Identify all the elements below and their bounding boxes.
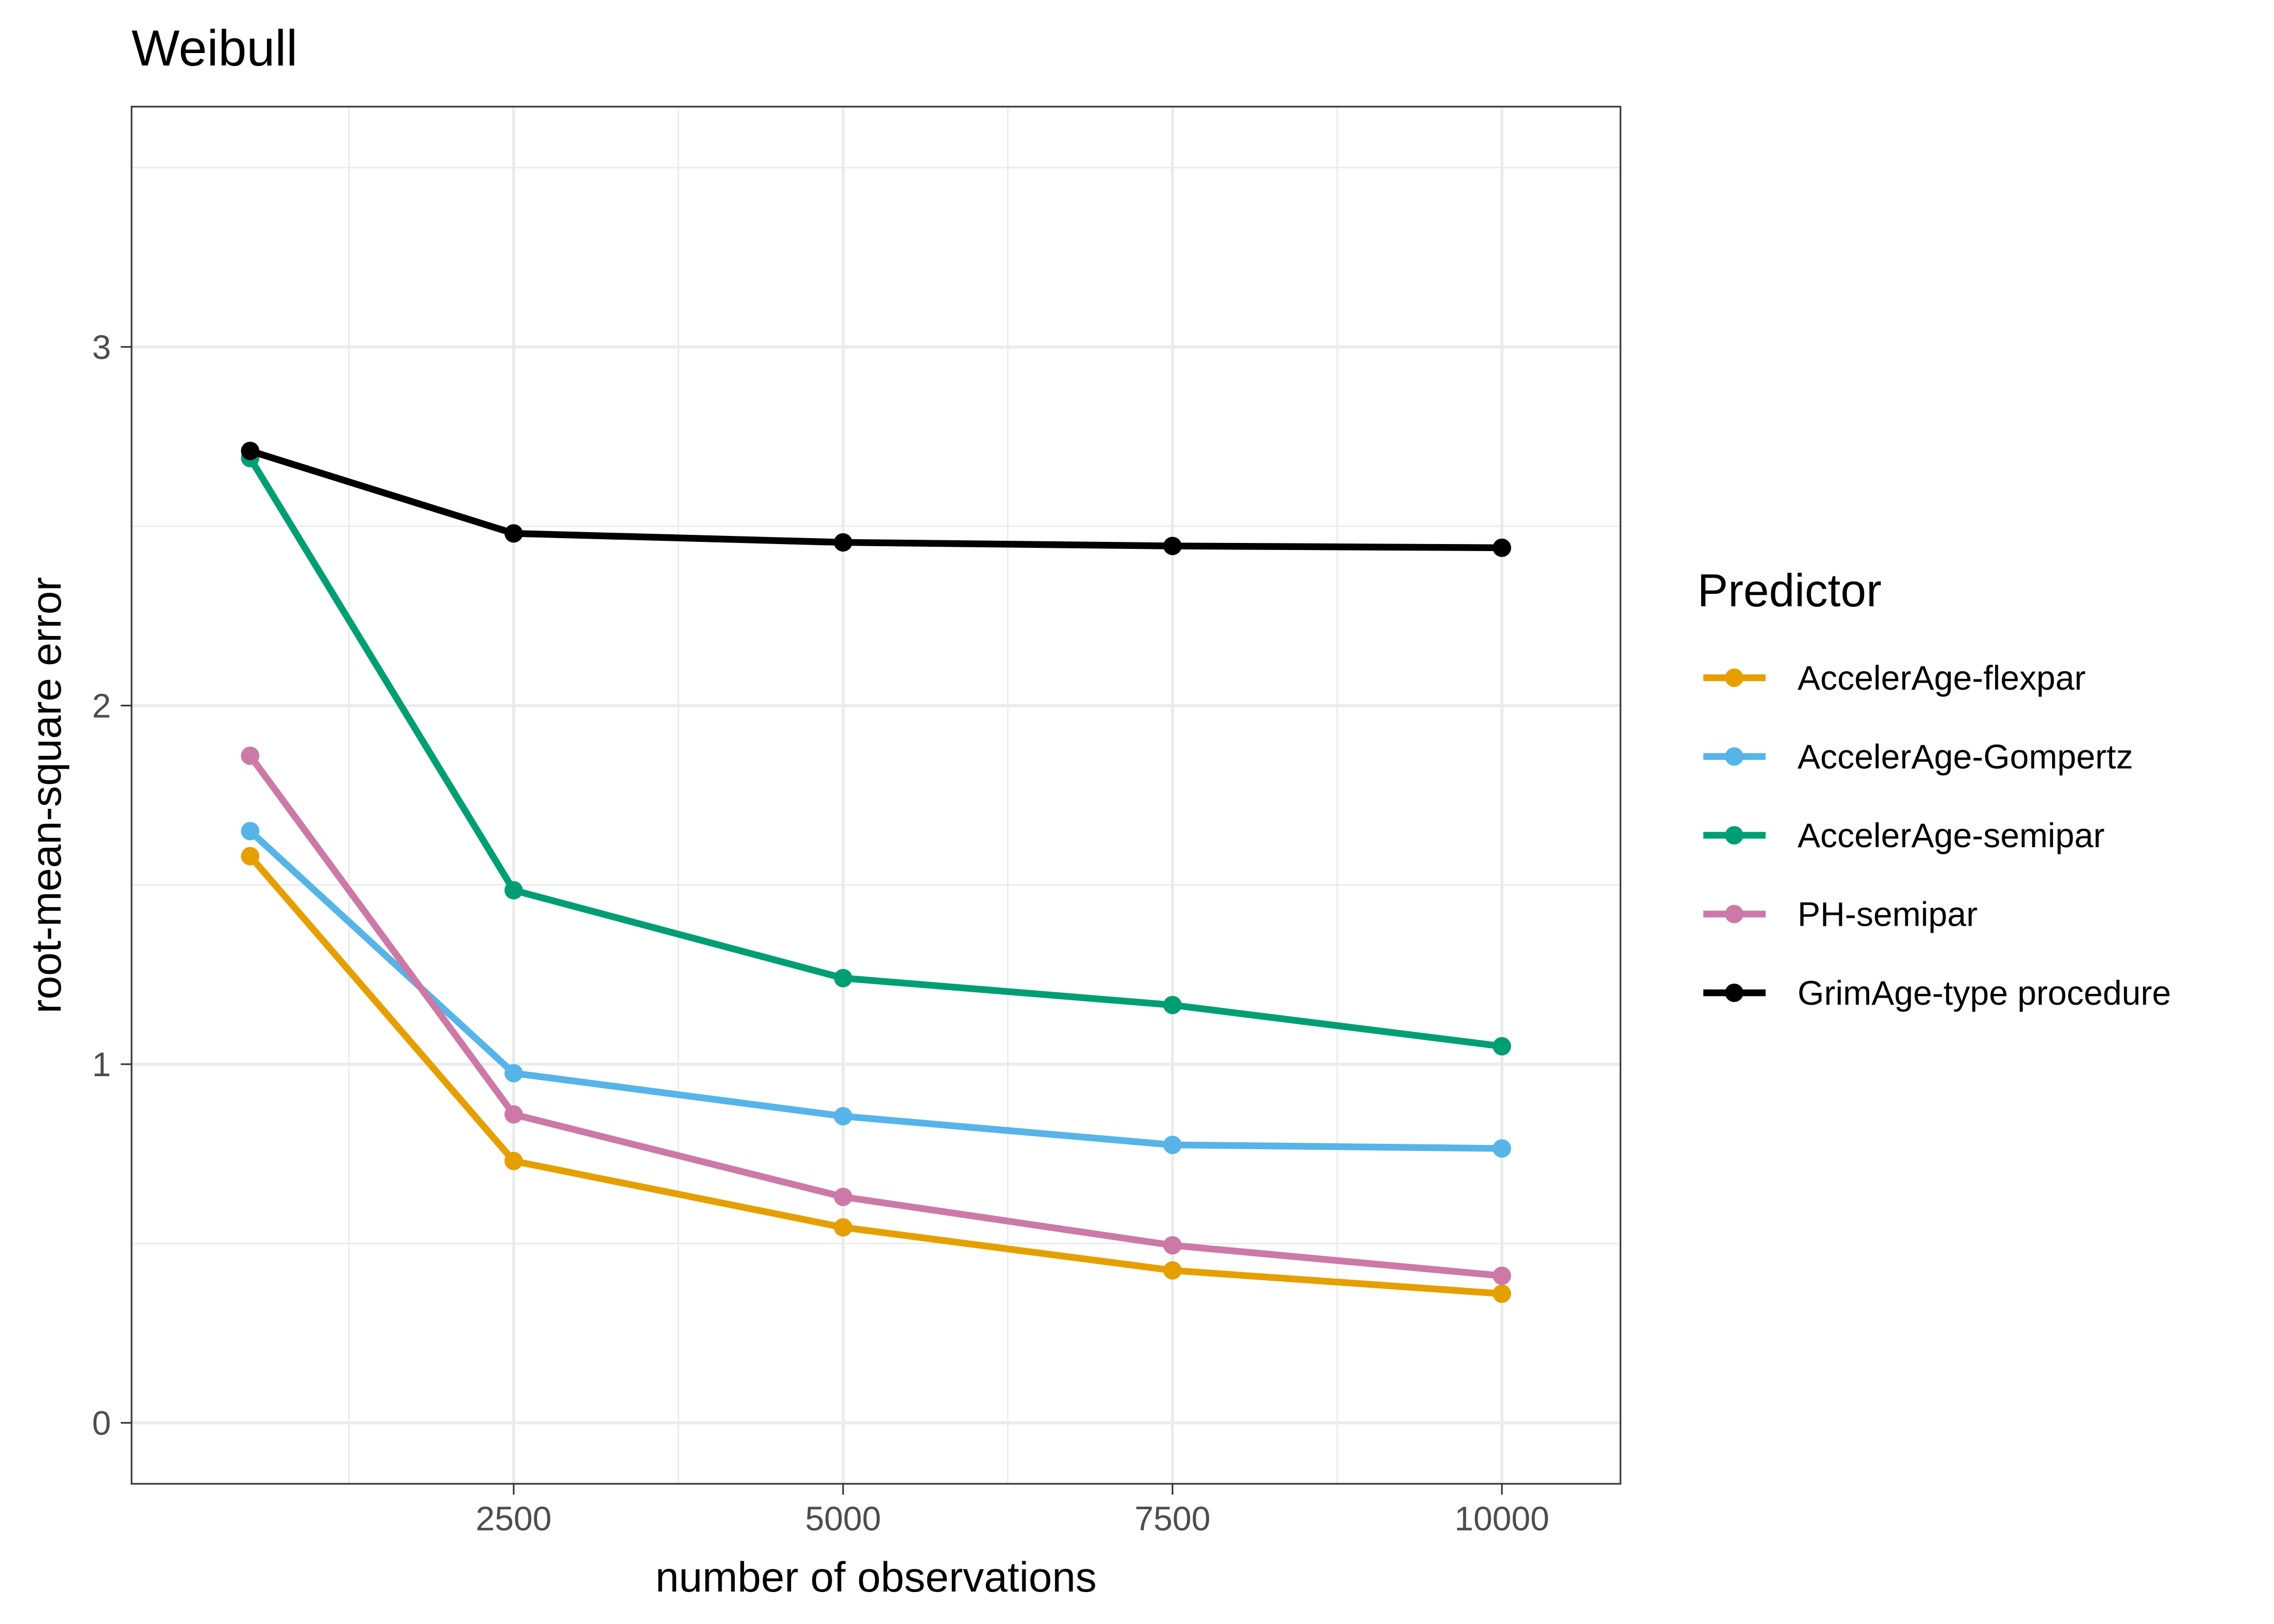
legend-item-0: AccelerAge-flexpar [1703,659,2086,697]
series-3-point-0 [241,746,260,765]
series-line-1 [247,828,1502,1152]
series-0-point-1 [504,1151,523,1170]
series-0-point-0 [241,847,260,866]
series-layer [241,442,1511,1303]
y-tick-label-1: 1 [92,1046,111,1084]
series-1-point-0 [241,822,260,841]
series-3-point-4 [1492,1266,1511,1285]
series-3-point-1 [504,1105,523,1124]
chart-title: Weibull [132,19,298,76]
axes: 2500 5000 7500 10000 0 1 2 3 [92,329,1550,1538]
legend-label-0: AccelerAge-flexpar [1798,659,2086,697]
legend-items: AccelerAge-flexpar AccelerAge-Gompertz Acc… [1703,659,2171,1012]
series-3-point-2 [834,1188,853,1206]
legend-key-point-2 [1725,826,1743,844]
series-0-point-4 [1492,1284,1511,1303]
series-1-point-2 [834,1106,853,1125]
grid [132,107,1620,1484]
series-0-point-3 [1163,1261,1182,1280]
x-tick-label-0: 2500 [476,1500,552,1538]
series-4-point-3 [1163,536,1182,555]
series-line-4 [249,448,1502,552]
y-tick-label-0: 0 [92,1404,111,1442]
series-1-point-3 [1163,1135,1182,1154]
series-1-point-1 [504,1064,523,1083]
legend-label-3: PH-semipar [1798,896,1978,934]
series-2-point-3 [1163,996,1182,1014]
legend-label-1: AccelerAge-Gompertz [1798,738,2133,776]
legend-key-point-3 [1725,905,1743,924]
x-tick-label-2: 7500 [1134,1500,1210,1538]
series-3-point-3 [1163,1236,1182,1255]
series-1-point-4 [1492,1139,1511,1158]
y-axis-title: root-mean-square error [22,577,70,1013]
series-4-point-1 [504,524,523,543]
x-tick-label-1: 5000 [805,1500,881,1538]
legend-key-point-4 [1725,984,1743,1002]
series-2-point-1 [504,881,523,900]
legend: Predictor AccelerAge-flexpar AccelerAge-G… [1697,565,2171,1012]
legend-key-point-0 [1725,669,1743,687]
legend-item-3: PH-semipar [1703,896,1978,934]
legend-item-1: AccelerAge-Gompertz [1703,738,2133,776]
plot-panel [130,106,1622,1485]
legend-label-4: GrimAge-type procedure [1798,974,2171,1012]
legend-label-2: AccelerAge-semipar [1798,817,2105,855]
legend-item-4: GrimAge-type procedure [1703,974,2171,1012]
series-line-0 [247,854,1502,1298]
series-line-3 [247,754,1502,1279]
series-0-point-2 [834,1218,853,1237]
series-2-point-2 [834,968,853,987]
legend-item-2: AccelerAge-semipar [1703,817,2105,855]
y-tick-label-3: 3 [92,329,111,366]
series-4-point-0 [241,442,260,460]
x-axis-title: number of observations [655,1553,1096,1601]
series-2-point-4 [1492,1037,1511,1056]
series-4-point-4 [1492,538,1511,557]
y-tick-label-2: 2 [92,687,111,725]
x-tick-label-3: 10000 [1454,1500,1549,1538]
legend-key-point-1 [1725,747,1743,766]
series-4-point-2 [834,533,853,552]
legend-title: Predictor [1697,565,1881,617]
